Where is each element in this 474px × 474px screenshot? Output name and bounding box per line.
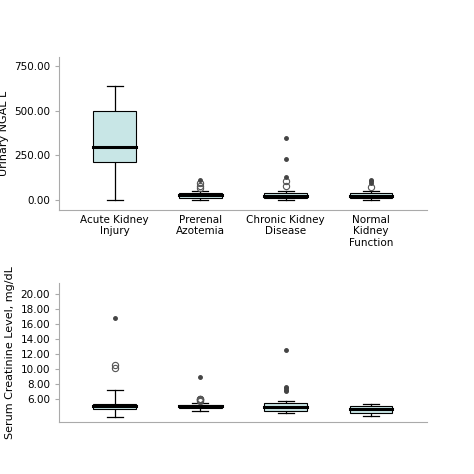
Y-axis label: Urinary NGAL L: Urinary NGAL L xyxy=(0,91,9,176)
Y-axis label: Serum Creatinine Level, mg/dL: Serum Creatinine Level, mg/dL xyxy=(5,266,15,439)
FancyBboxPatch shape xyxy=(350,193,392,198)
FancyBboxPatch shape xyxy=(93,404,136,409)
FancyBboxPatch shape xyxy=(264,193,307,198)
FancyBboxPatch shape xyxy=(179,193,221,198)
FancyBboxPatch shape xyxy=(179,405,221,408)
FancyBboxPatch shape xyxy=(93,110,136,162)
FancyBboxPatch shape xyxy=(264,403,307,410)
FancyBboxPatch shape xyxy=(350,406,392,413)
